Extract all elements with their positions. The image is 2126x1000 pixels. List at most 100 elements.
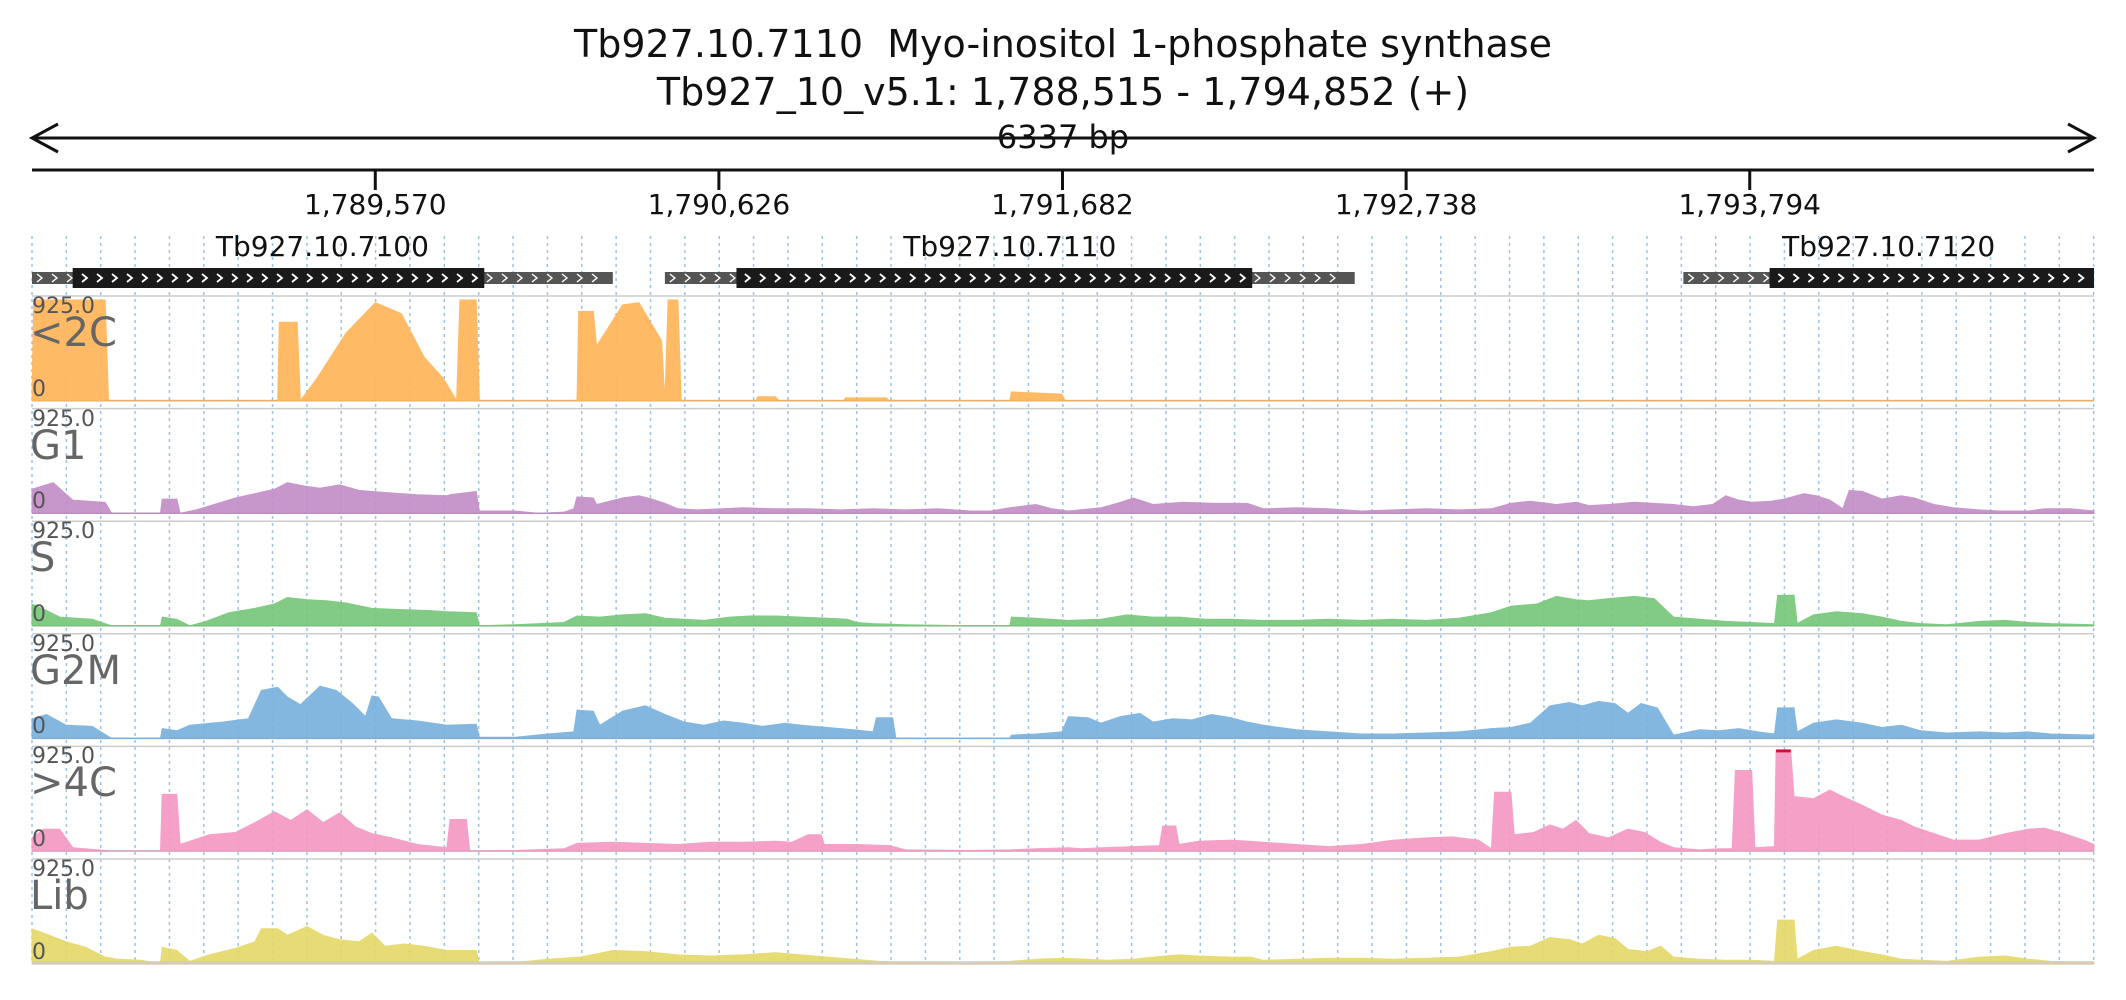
strand-chevron (501, 273, 509, 283)
strand-chevron (2062, 273, 2070, 283)
strand-chevron (879, 273, 887, 283)
strand-chevron (1987, 273, 1995, 283)
track-zero-label: 0 (32, 827, 46, 852)
strand-chevron (1777, 273, 1785, 283)
strand-chevron (1852, 273, 1860, 283)
strand-chevron (1269, 273, 1277, 283)
strand-chevron (849, 273, 857, 283)
strand-chevron (336, 273, 344, 283)
gene-label: Tb927.10.7110 (903, 230, 1117, 263)
strand-chevron (1314, 273, 1322, 283)
strand-chevron (366, 273, 374, 283)
strand-chevron (546, 273, 554, 283)
strand-chevron (216, 273, 224, 283)
strand-chevron (864, 273, 872, 283)
coverage-area (31, 919, 2095, 965)
strand-chevron (984, 273, 992, 283)
strand-chevron (156, 273, 164, 283)
strand-chevron (2047, 273, 2055, 283)
strand-chevron (291, 273, 299, 283)
strand-chevron (954, 273, 962, 283)
coverage-area (31, 299, 2094, 403)
strand-chevron (1224, 273, 1232, 283)
strand-chevron (246, 273, 254, 283)
strand-chevron (909, 273, 917, 283)
strand-chevron (759, 273, 767, 283)
gene-label: Tb927.10.7120 (1782, 230, 1996, 263)
strand-chevron (141, 273, 149, 283)
strand-chevron (306, 273, 314, 283)
strand-chevron (1119, 273, 1127, 283)
right-arrow-head (2067, 122, 2098, 154)
strand-chevron (1882, 273, 1890, 283)
strand-chevron (51, 273, 59, 283)
track-zero-label: 0 (32, 939, 46, 965)
strand-chevron (1089, 273, 1097, 283)
strand-chevron (774, 273, 782, 283)
strand-chevron (1927, 273, 1935, 283)
strand-chevron (669, 273, 677, 283)
strand-chevron (441, 273, 449, 283)
strand-chevron (1014, 273, 1022, 283)
strand-chevron (1059, 273, 1067, 283)
strand-chevron (1792, 273, 1800, 283)
track-name-label: G1 (30, 422, 87, 469)
gene-cds (72, 268, 485, 288)
region-title: Tb927_10_v5.1: 1,788,515 - 1,794,852 (+) (656, 70, 1470, 114)
track-name-label: G2M (30, 647, 121, 694)
strand-chevron (924, 273, 932, 283)
strand-chevron (1867, 273, 1875, 283)
track-zero-label: 0 (32, 601, 46, 627)
strand-chevron (1957, 273, 1965, 283)
strand-chevron (1029, 273, 1037, 283)
strand-chevron (1972, 273, 1980, 283)
strand-chevron (714, 273, 722, 283)
strand-chevron (486, 273, 494, 283)
strand-chevron (1194, 273, 1202, 283)
track-name-label: Lib (30, 873, 89, 919)
strand-chevron (1299, 273, 1307, 283)
strand-chevron (426, 273, 434, 283)
strand-chevron (1732, 273, 1740, 283)
strand-chevron (1747, 273, 1755, 283)
coverage-area (31, 685, 2095, 739)
strand-chevron (576, 273, 584, 283)
strand-chevron (2017, 273, 2025, 283)
track-max-label: 925.0 (32, 519, 95, 545)
saturation-marker (1776, 749, 1791, 753)
strand-chevron (36, 273, 44, 283)
strand-chevron (2002, 273, 2010, 283)
strand-chevron (1104, 273, 1112, 283)
strand-chevron (1329, 273, 1337, 283)
strand-chevron (186, 273, 194, 283)
track-max-label: 925.0 (32, 744, 95, 770)
track-name-label: >4C (30, 760, 117, 807)
gene-label: Tb927.10.7100 (215, 230, 429, 263)
strand-chevron (396, 273, 404, 283)
strand-chevron (1254, 273, 1262, 283)
track-zero-label: 0 (32, 714, 46, 740)
strand-chevron (1837, 273, 1845, 283)
strand-chevron (1179, 273, 1187, 283)
strand-chevron (1044, 273, 1052, 283)
strand-chevron (1897, 273, 1905, 283)
strand-chevron (411, 273, 419, 283)
strand-chevron (999, 273, 1007, 283)
strand-chevron (939, 273, 947, 283)
strand-chevron (516, 273, 524, 283)
strand-chevron (1134, 273, 1142, 283)
strand-chevron (1762, 273, 1770, 283)
coverage-area (31, 749, 2095, 852)
strand-chevron (591, 273, 599, 283)
gene-cds (1769, 268, 2094, 288)
strand-chevron (276, 273, 284, 283)
track-max-label: 925.0 (32, 294, 95, 319)
strand-chevron (531, 273, 539, 283)
left-arrow-head (28, 122, 59, 154)
ruler-tick-label: 1,792,738 (1334, 188, 1478, 221)
gene-title: Tb927.10.7110 Myo-inositol 1-phosphate s… (573, 22, 1553, 66)
strand-chevron (171, 273, 179, 283)
strand-chevron (1942, 273, 1950, 283)
